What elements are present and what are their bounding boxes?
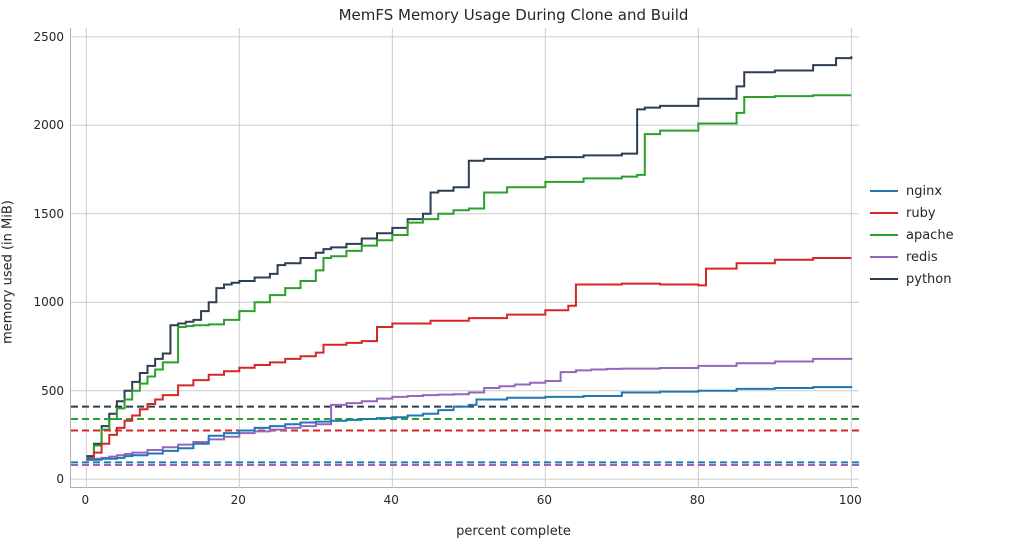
legend-item-redis: redis [870, 246, 954, 268]
legend-swatch [870, 278, 898, 280]
series-nginx [86, 386, 851, 459]
x-tick: 40 [384, 493, 399, 507]
legend-item-ruby: ruby [870, 202, 954, 224]
legend-swatch [870, 234, 898, 236]
chart-svg [71, 28, 858, 487]
legend-item-apache: apache [870, 224, 954, 246]
legend-swatch [870, 190, 898, 192]
legend-label: ruby [906, 206, 936, 221]
y-tick: 1500 [4, 207, 64, 221]
figure: MemFS Memory Usage During Clone and Buil… [0, 0, 1027, 543]
y-tick: 500 [4, 384, 64, 398]
legend-item-nginx: nginx [870, 180, 954, 202]
legend-label: redis [906, 250, 938, 265]
legend-item-python: python [870, 268, 954, 290]
legend-label: apache [906, 228, 954, 243]
y-tick: 2500 [4, 30, 64, 44]
legend-label: nginx [906, 184, 942, 199]
series-apache [86, 95, 851, 458]
legend-label: python [906, 272, 951, 287]
x-tick: 80 [690, 493, 705, 507]
legend-swatch [870, 212, 898, 214]
y-tick: 1000 [4, 295, 64, 309]
x-tick: 100 [839, 493, 862, 507]
x-axis-label: percent complete [0, 524, 1027, 539]
y-tick: 0 [4, 472, 64, 486]
y-axis-label: memory used (in MiB) [1, 200, 16, 344]
y-tick: 2000 [4, 118, 64, 132]
x-tick: 20 [231, 493, 246, 507]
legend: nginx ruby apache redis python [870, 180, 954, 290]
x-tick: 0 [81, 493, 89, 507]
x-tick: 60 [537, 493, 552, 507]
legend-swatch [870, 256, 898, 258]
series-ruby [86, 258, 851, 459]
plot-area [70, 28, 858, 488]
chart-title: MemFS Memory Usage During Clone and Buil… [0, 6, 1027, 24]
